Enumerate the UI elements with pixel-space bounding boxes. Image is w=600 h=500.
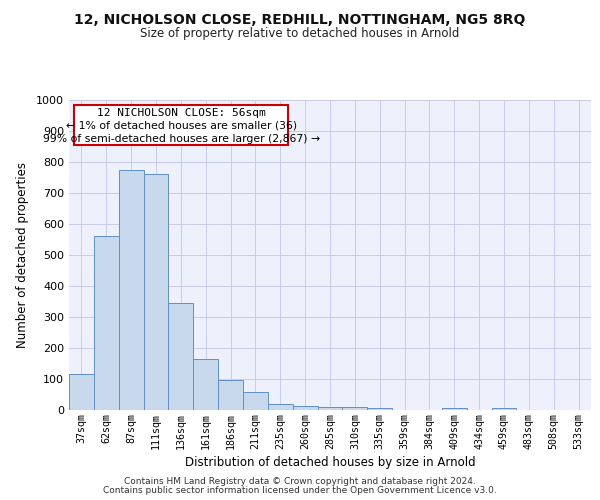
Bar	[169, 303, 193, 410]
Bar	[218, 380, 243, 410]
X-axis label: Distribution of detached houses by size in Arnold: Distribution of detached houses by size …	[185, 456, 475, 468]
Bar	[69, 374, 94, 410]
Text: 12, NICHOLSON CLOSE, REDHILL, NOTTINGHAM, NG5 8RQ: 12, NICHOLSON CLOSE, REDHILL, NOTTINGHAM…	[74, 12, 526, 26]
Y-axis label: Number of detached properties: Number of detached properties	[16, 162, 29, 348]
FancyBboxPatch shape	[74, 104, 288, 145]
Text: Size of property relative to detached houses in Arnold: Size of property relative to detached ho…	[140, 28, 460, 40]
Bar	[268, 404, 293, 410]
Bar	[293, 406, 317, 410]
Bar	[442, 408, 467, 410]
Bar	[193, 359, 218, 410]
Bar	[491, 408, 517, 410]
Bar	[94, 236, 119, 410]
Text: ← 1% of detached houses are smaller (36): ← 1% of detached houses are smaller (36)	[65, 121, 297, 131]
Bar	[143, 174, 169, 410]
Bar	[367, 408, 392, 410]
Text: Contains public sector information licensed under the Open Government Licence v3: Contains public sector information licen…	[103, 486, 497, 495]
Bar	[119, 170, 143, 410]
Bar	[343, 407, 367, 410]
Bar	[243, 392, 268, 410]
Text: 99% of semi-detached houses are larger (2,867) →: 99% of semi-detached houses are larger (…	[43, 134, 320, 143]
Bar	[317, 407, 343, 410]
Text: 12 NICHOLSON CLOSE: 56sqm: 12 NICHOLSON CLOSE: 56sqm	[97, 108, 266, 118]
Text: Contains HM Land Registry data © Crown copyright and database right 2024.: Contains HM Land Registry data © Crown c…	[124, 477, 476, 486]
